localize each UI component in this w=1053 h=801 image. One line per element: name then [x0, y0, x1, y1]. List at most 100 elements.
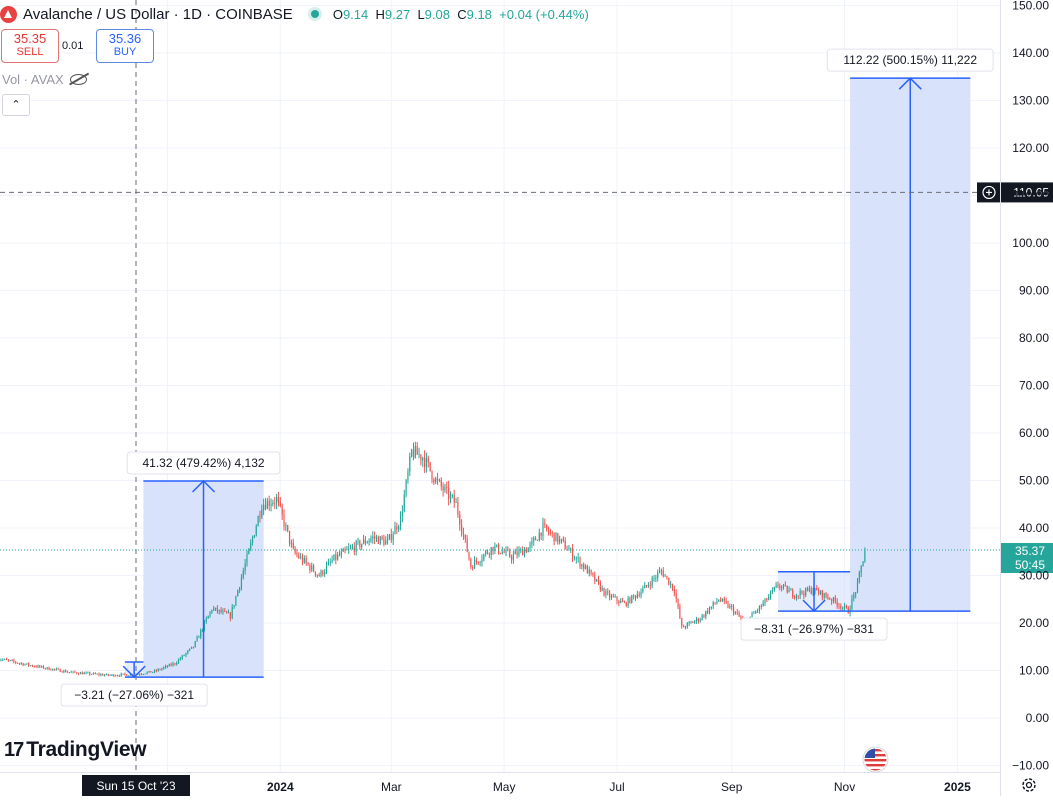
candle-body: [94, 673, 96, 674]
candle-body: [351, 546, 354, 548]
candle-body: [29, 665, 32, 667]
candle-body: [266, 500, 268, 509]
candle-body: [455, 501, 457, 503]
eye-crossed-icon[interactable]: [69, 74, 87, 85]
y-tick-label: 150.00: [1012, 0, 1049, 13]
volume-indicator[interactable]: Vol · AVAX: [2, 72, 87, 87]
candle-body: [81, 672, 83, 675]
candle-body: [801, 591, 803, 594]
candle-body: [22, 663, 24, 666]
candle-body: [189, 648, 191, 651]
candle-body: [394, 526, 396, 535]
last-price-badge[interactable]: [1001, 542, 1053, 573]
candle-body: [738, 613, 740, 617]
candle-body: [42, 666, 45, 669]
y-tick-label: 80.00: [1019, 331, 1049, 345]
candle-body: [226, 611, 228, 614]
candle-body: [392, 534, 394, 541]
candle-body: [740, 616, 742, 619]
candle-body: [41, 666, 43, 667]
candle-body: [607, 591, 609, 593]
chevron-up-icon[interactable]: ⌃: [2, 94, 30, 116]
gear-icon[interactable]: [1020, 776, 1038, 794]
candle-body: [107, 674, 109, 676]
candle-body: [296, 552, 298, 555]
candle-body: [216, 607, 218, 612]
candle-body: [620, 600, 622, 604]
candle-body: [368, 540, 370, 543]
candle-body: [457, 501, 459, 515]
candle-body: [128, 675, 130, 677]
candle-body: [832, 597, 835, 602]
plus-circle-icon[interactable]: [982, 185, 996, 200]
candle-body: [618, 601, 620, 604]
candle-body: [17, 662, 19, 664]
candle-body: [4, 659, 6, 660]
candle-body: [137, 674, 139, 676]
candle-body: [498, 544, 500, 553]
candle-body: [684, 627, 687, 629]
candle-body: [723, 598, 725, 601]
buy-button[interactable]: 35.36 BUY: [96, 29, 154, 63]
candle-body: [181, 655, 183, 659]
crosshair-date-box: [82, 775, 190, 796]
candle-body: [596, 579, 598, 582]
candle-body: [601, 587, 603, 591]
candle-body: [105, 674, 107, 675]
candle-body: [732, 606, 735, 614]
candle-body: [111, 674, 113, 676]
candle-body: [496, 544, 498, 547]
symbol-title[interactable]: Avalanche / US Dollar · 1D · COINBASE: [23, 5, 293, 23]
measurement-label: 41.32 (479.42%) 4,132: [142, 456, 264, 470]
price-axis[interactable]: 150.00 140.00 130.00 120.00 110.00 100.00 90.0…: [1000, 0, 1050, 796]
candle-body: [812, 591, 814, 594]
candle-body: [557, 533, 559, 543]
candle-body: [96, 673, 98, 675]
candle-body: [435, 478, 437, 483]
y-tick-label: 140.00: [1012, 46, 1049, 60]
candle-body: [52, 668, 54, 671]
candle-body: [695, 618, 698, 622]
candle-body: [301, 556, 304, 563]
us-flag-icon[interactable]: [862, 746, 889, 773]
measurement-label: 112.22 (500.15%) 11,222: [843, 53, 977, 67]
candle-body: [283, 514, 285, 527]
candle-body: [381, 536, 383, 539]
candle-body: [100, 674, 102, 676]
candle-body: [843, 605, 846, 608]
candle-body: [579, 557, 581, 567]
candle-body: [372, 536, 374, 539]
x-tick-label: Mar: [381, 780, 402, 794]
candle-body: [549, 532, 551, 534]
candle-body: [396, 526, 398, 530]
candle-body: [762, 603, 764, 607]
candle-body: [462, 532, 465, 535]
candle-body: [461, 524, 463, 533]
candle-body: [229, 612, 231, 619]
candle-body: [631, 595, 633, 603]
measurement-lines[interactable]: [122, 77, 971, 679]
market-status-icon[interactable]: [310, 10, 319, 18]
candle-body: [771, 590, 773, 592]
tradingview-logo[interactable]: 17 TradingView: [4, 738, 147, 762]
candle-body: [855, 592, 857, 595]
candle-body: [442, 486, 444, 491]
candle-body: [438, 479, 440, 481]
candle-body: [603, 587, 605, 596]
candle-body: [338, 554, 341, 556]
candle-body: [129, 674, 132, 676]
candle-body: [163, 667, 165, 669]
measurement-arrow-icon: [802, 599, 826, 613]
candle-body: [510, 556, 513, 560]
time-axis[interactable]: g 3 2024 Mar May Jul Sep Nov 2025: [0, 772, 1000, 795]
candle-body: [692, 622, 694, 623]
sell-button[interactable]: 35.35 SELL: [1, 29, 59, 63]
candle-body: [316, 574, 318, 576]
candle-body: [298, 554, 300, 558]
candle-body: [825, 593, 827, 597]
candle-body: [668, 577, 670, 585]
candle-body: [827, 596, 829, 599]
candle-body: [0, 659, 2, 661]
